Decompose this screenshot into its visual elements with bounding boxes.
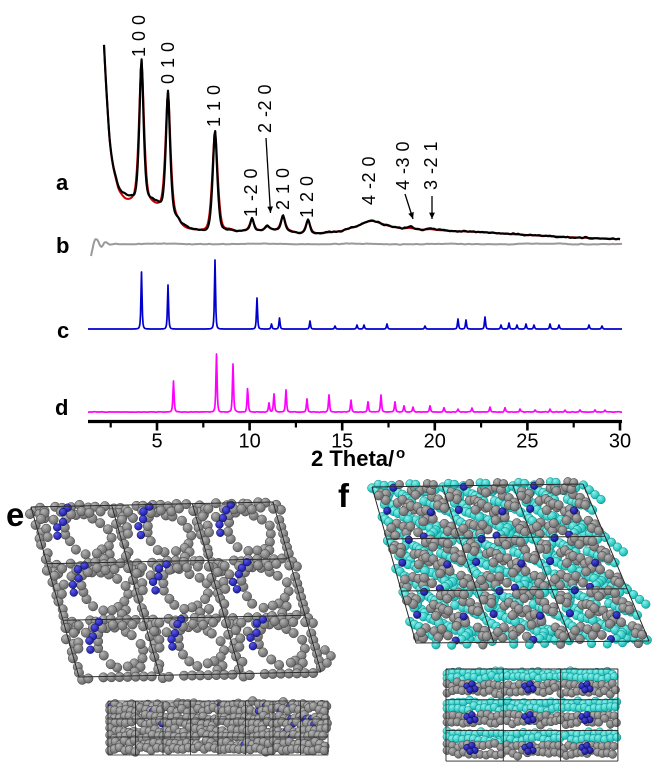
svg-text:3 -2 1: 3 -2 1 — [421, 141, 441, 190]
svg-text:1 0 0: 1 0 0 — [129, 14, 149, 57]
svg-text:4 -3 0: 4 -3 0 — [393, 141, 413, 190]
svg-text:15: 15 — [331, 431, 353, 453]
svg-text:1 2 0: 1 2 0 — [297, 175, 317, 218]
svg-text:e: e — [6, 496, 24, 533]
svg-text:d: d — [55, 395, 68, 420]
svg-text:2 Theta/: 2 Theta/ — [311, 446, 394, 471]
svg-text:b: b — [56, 233, 69, 258]
svg-text:1 -2 0: 1 -2 0 — [241, 168, 261, 217]
svg-text:0 1 0: 0 1 0 — [158, 41, 178, 84]
svg-text:5: 5 — [151, 431, 162, 453]
svg-text:a: a — [56, 170, 69, 195]
svg-text:30: 30 — [609, 431, 631, 453]
svg-text:c: c — [57, 318, 69, 343]
svg-text:10: 10 — [238, 431, 260, 453]
svg-text:o: o — [396, 445, 405, 462]
svg-text:4 -2 0: 4 -2 0 — [359, 156, 379, 205]
svg-text:2 -2 0: 2 -2 0 — [255, 84, 275, 133]
svg-text:20: 20 — [424, 431, 446, 453]
svg-text:f: f — [338, 477, 350, 514]
svg-text:25: 25 — [516, 431, 538, 453]
svg-text:1 1 0: 1 1 0 — [204, 84, 224, 127]
svg-text:2 1 0: 2 1 0 — [273, 167, 293, 210]
